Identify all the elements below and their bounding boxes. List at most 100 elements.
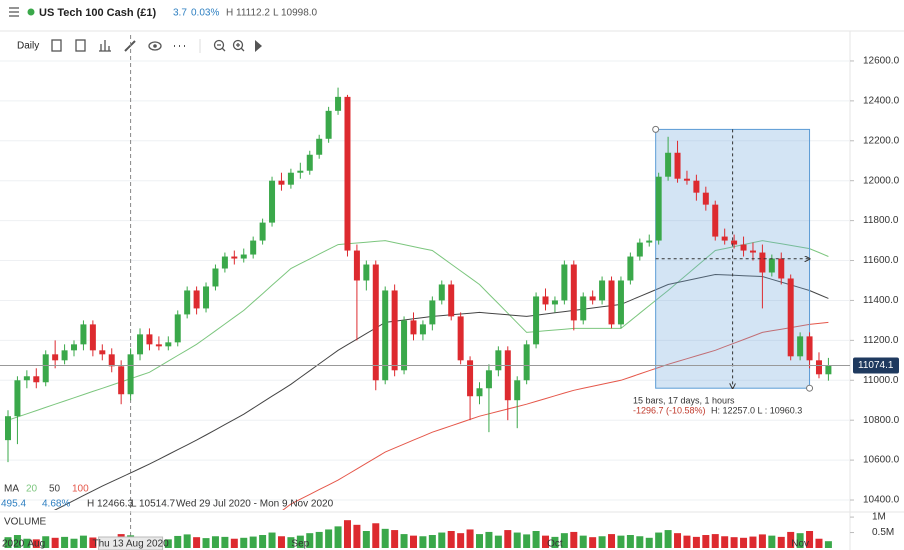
zoom-out-glyph [217, 44, 226, 52]
volume-bar [617, 535, 625, 548]
volume-bar [409, 535, 417, 548]
candle-body [316, 138, 323, 155]
candle-body [504, 350, 511, 401]
volume-bar [428, 535, 436, 548]
candle-body [353, 250, 360, 281]
volume-bar [343, 520, 351, 548]
volume-bar [193, 537, 201, 548]
instrument-title: US Tech 100 Cash (£1) [39, 7, 157, 19]
measure-handle [806, 384, 814, 392]
volume-bar [787, 531, 795, 548]
y-tick-label: 12000.0 [863, 175, 900, 186]
volume-bar [419, 536, 427, 548]
y-tick-label: 10800.0 [863, 415, 900, 426]
measure-change: -1296.7 (-10.58%) [633, 406, 706, 416]
volume-bar [532, 531, 540, 548]
zoom-in-icon[interactable] [232, 39, 244, 51]
menu-icon[interactable] [9, 7, 19, 17]
candle-body [174, 314, 181, 343]
last-price-label: 11074.1 [858, 360, 894, 371]
legend-entry: 20 [26, 484, 38, 495]
studies-icon[interactable] [99, 40, 111, 52]
ma-label: MA [4, 484, 19, 495]
volume-bar [202, 538, 210, 548]
volume-bar [466, 529, 474, 548]
volume-bar [551, 536, 559, 548]
volume-bar [381, 528, 389, 548]
candle-body [137, 334, 144, 355]
grid-layer [0, 35, 854, 548]
candle-body [193, 290, 200, 309]
candle-body [297, 170, 304, 173]
candle-body [683, 178, 690, 181]
zoom-out-icon[interactable] [213, 39, 225, 51]
interval-button[interactable]: Daily [17, 41, 39, 52]
candle-body [702, 192, 709, 205]
chart-type-icon[interactable] [51, 39, 62, 52]
volume-bar [4, 537, 12, 548]
moving-average-line [7, 240, 829, 421]
candle-body [429, 300, 436, 325]
volume-bar [711, 534, 719, 548]
volume-bar [476, 534, 483, 548]
volume-bar [89, 537, 97, 548]
candle-body [523, 344, 530, 381]
volume-bar [655, 532, 663, 548]
volume-bar [457, 533, 465, 548]
candle-body [749, 250, 756, 253]
candle-body [108, 354, 115, 367]
view-icon[interactable] [148, 41, 162, 51]
volume-bar [664, 530, 672, 548]
moving-average-line [53, 273, 829, 510]
candle-body [599, 280, 606, 301]
view-icon-pupil [153, 44, 157, 48]
candle-body [485, 370, 492, 389]
volume-bar [61, 536, 69, 548]
candle-body [806, 336, 813, 361]
legend-entry: 100 [72, 484, 89, 495]
volume-bar [645, 537, 653, 548]
candle-body [61, 350, 68, 361]
candle-body [561, 264, 568, 301]
draw-icon[interactable] [124, 40, 136, 52]
y-tick-label: 12400.0 [863, 96, 900, 107]
legend-entry: 50 [49, 484, 61, 495]
play-icon[interactable] [255, 40, 262, 52]
y-tick-label: 11600.0 [863, 255, 899, 266]
candle-body [759, 252, 766, 273]
volume-bar [240, 537, 248, 548]
volume-bar [504, 530, 512, 548]
volume-bar [391, 530, 399, 548]
volume-bar [164, 539, 172, 548]
candle-body [325, 110, 332, 139]
volume-bar [287, 537, 295, 548]
volume-bar [325, 529, 333, 548]
volume-bar [334, 526, 342, 548]
volume-bar [306, 533, 314, 548]
candle-body [250, 240, 257, 255]
volume-bar [542, 535, 550, 548]
candle-body [165, 342, 172, 347]
candle-body [99, 350, 106, 355]
candle-body [410, 320, 417, 335]
volume-bar [51, 537, 59, 548]
y-tick-label: 11200.0 [863, 335, 899, 346]
candle-body [33, 376, 40, 383]
x-tick-label: Sep [291, 539, 309, 550]
candle-body [627, 256, 634, 281]
candle-body [184, 290, 191, 315]
volume-bar [315, 531, 323, 548]
candle-body [636, 242, 643, 257]
header: US Tech 100 Cash (£1) 3.7 0.03% H 11112.… [9, 7, 318, 19]
volume-bar [174, 535, 182, 548]
session-high: H 11112.2 [226, 8, 270, 19]
volume-bar [362, 531, 370, 548]
volume-bar [32, 539, 40, 548]
measure-range: H: 12257.0 L : 10960.3 [711, 406, 802, 416]
status-dot [27, 8, 35, 16]
candle-body [89, 324, 96, 351]
volume-tick-label: 0.5M [872, 527, 894, 538]
volume-bar [249, 536, 257, 548]
indicators-icon[interactable] [75, 39, 86, 52]
